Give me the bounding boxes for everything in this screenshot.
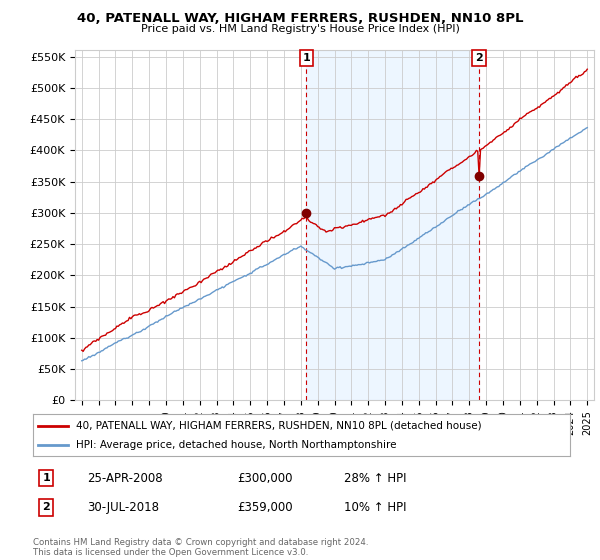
Bar — [306, 50, 479, 400]
Text: 25-APR-2008: 25-APR-2008 — [87, 472, 163, 484]
Text: 30-JUL-2018: 30-JUL-2018 — [87, 501, 158, 514]
Text: 1: 1 — [302, 53, 310, 63]
Text: 40, PATENALL WAY, HIGHAM FERRERS, RUSHDEN, NN10 8PL (detached house): 40, PATENALL WAY, HIGHAM FERRERS, RUSHDE… — [76, 421, 482, 431]
Text: 2: 2 — [43, 502, 50, 512]
Text: 40, PATENALL WAY, HIGHAM FERRERS, RUSHDEN, NN10 8PL: 40, PATENALL WAY, HIGHAM FERRERS, RUSHDE… — [77, 12, 523, 25]
Text: HPI: Average price, detached house, North Northamptonshire: HPI: Average price, detached house, Nort… — [76, 440, 397, 450]
Text: £300,000: £300,000 — [237, 472, 293, 484]
Text: £359,000: £359,000 — [237, 501, 293, 514]
Text: 2: 2 — [475, 53, 483, 63]
Text: Contains HM Land Registry data © Crown copyright and database right 2024.
This d: Contains HM Land Registry data © Crown c… — [33, 538, 368, 557]
Text: 10% ↑ HPI: 10% ↑ HPI — [344, 501, 407, 514]
Text: Price paid vs. HM Land Registry's House Price Index (HPI): Price paid vs. HM Land Registry's House … — [140, 24, 460, 34]
Text: 28% ↑ HPI: 28% ↑ HPI — [344, 472, 407, 484]
Text: 1: 1 — [43, 473, 50, 483]
